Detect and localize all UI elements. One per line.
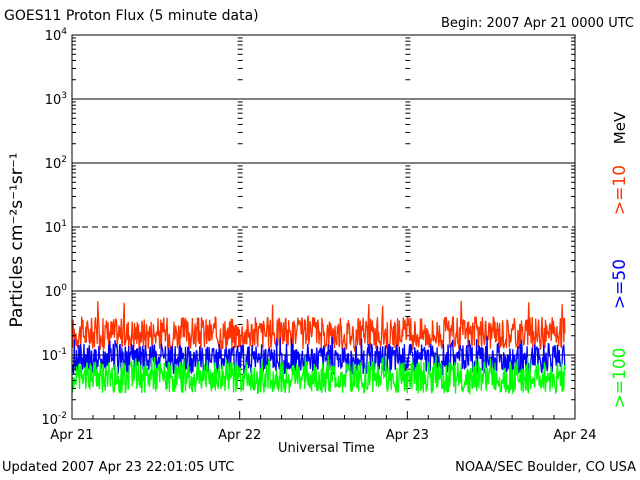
updated-time: Updated 2007 Apr 23 22:01:05 UTC (2, 460, 235, 475)
legend-ge10: >=10 (610, 165, 630, 215)
y-tick-label: 10-2 (41, 411, 67, 428)
y-tick-label: 102 (45, 155, 67, 172)
x-tick-label: Apr 22 (218, 428, 261, 443)
begin-time: Begin: 2007 Apr 21 0000 UTC (440, 16, 634, 31)
y-tick-label: 10-1 (41, 347, 67, 364)
unit-label: MeV (611, 111, 629, 144)
y-tick-label: 101 (45, 219, 67, 236)
x-tick-label: Apr 21 (50, 428, 93, 443)
series-line (71, 300, 566, 353)
series-layer (71, 300, 566, 396)
legend-ge100: >=100 (610, 348, 630, 409)
legend-ge50: >=50 (610, 259, 630, 309)
x-axis-label: Universal Time (278, 441, 375, 456)
y-tick-label: 103 (45, 91, 67, 108)
y-axis-label: Particles cm⁻²s⁻¹sr⁻¹ (7, 152, 27, 327)
x-tick-label: Apr 24 (553, 428, 596, 443)
credit-text: NOAA/SEC Boulder, CO USA (455, 460, 636, 475)
y-tick-label: 104 (45, 27, 68, 44)
y-tick-label: 100 (45, 283, 68, 300)
x-tick-label: Apr 23 (386, 428, 429, 443)
chart-title: GOES11 Proton Flux (5 minute data) (4, 8, 259, 24)
series-line (71, 355, 566, 396)
series-line (71, 336, 566, 376)
